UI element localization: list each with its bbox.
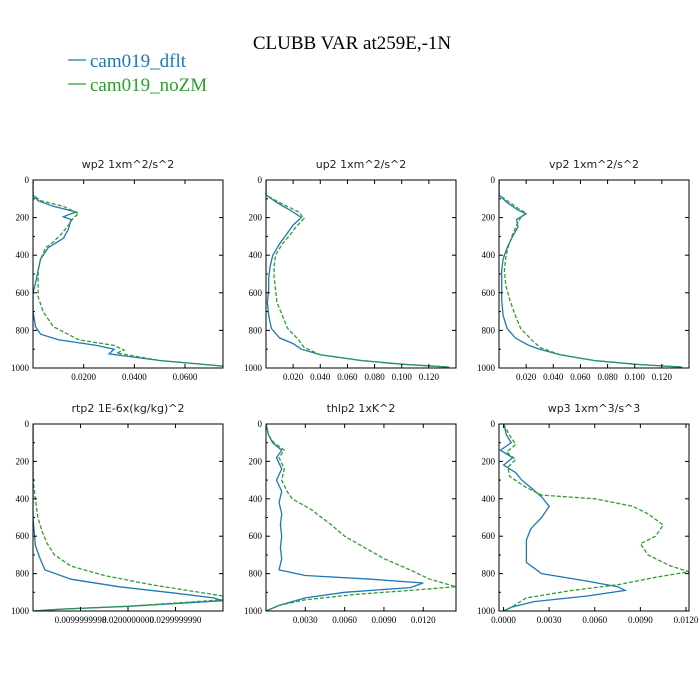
- y-tick-label: 800: [249, 569, 263, 579]
- x-tick-label: 0.0120: [674, 615, 699, 625]
- x-tick-label: 0.0060: [582, 615, 607, 625]
- y-tick-label: 0: [491, 175, 496, 185]
- y-tick-label: 600: [482, 531, 496, 541]
- x-tick-label: 0.020: [283, 372, 304, 382]
- x-tick-label: 0.100: [392, 372, 413, 382]
- panel-title: vp2 1xm^2/s^2: [549, 158, 639, 171]
- x-tick-label: 0.080: [597, 372, 618, 382]
- y-tick-label: 1000: [244, 606, 263, 616]
- y-tick-label: 800: [16, 325, 30, 335]
- legend: cam019_dflt cam019_noZM: [68, 51, 207, 96]
- y-tick-label: 400: [482, 494, 496, 504]
- plot-frame: [265, 423, 457, 612]
- y-tick-label: 800: [482, 569, 496, 579]
- panel-title: rtp2 1E-6x(kg/kg)^2: [72, 402, 185, 415]
- y-tick-label: 400: [249, 250, 263, 260]
- y-tick-label: 600: [16, 531, 30, 541]
- y-tick-label: 0: [25, 175, 30, 185]
- y-tick-label: 0: [258, 175, 263, 185]
- panel-2: up2 1xm^2/s^2 0 200 400 600 800 1000 0.020 0.040…: [244, 158, 457, 382]
- panel-5: thlp2 1xK^2 0 200 400 600 800 1000 0.0030 0.0060…: [244, 402, 457, 625]
- panel-title: wp3 1xm^3/s^3: [548, 402, 641, 415]
- series-line-dflt: [499, 424, 628, 611]
- plot-frame: [265, 179, 457, 369]
- x-tick-label: 0.0200: [71, 372, 96, 382]
- x-tick-label: 0.0030: [293, 615, 318, 625]
- series-line-nozm: [499, 180, 683, 368]
- legend-label-dflt: cam019_dflt: [90, 51, 187, 72]
- panel-3: vp2 1xm^2/s^2 0 200 400 600 800 1000 0.020 0.040…: [477, 158, 690, 382]
- x-tick-label: 0.0060: [332, 615, 357, 625]
- series-line-dflt: [266, 424, 424, 611]
- y-tick-label: 0: [25, 419, 30, 429]
- y-tick-label: 800: [482, 325, 496, 335]
- y-tick-label: 200: [16, 213, 30, 223]
- x-tick-label: 0.0030: [537, 615, 562, 625]
- x-tick-label: 0.040: [543, 372, 564, 382]
- y-tick-label: 200: [16, 456, 30, 466]
- figure-title: CLUBB VAR at259E,-1N: [253, 33, 452, 54]
- series-line-nozm: [266, 424, 456, 611]
- panel-title: wp2 1xm^2/s^2: [82, 158, 175, 171]
- series-line-nozm: [266, 180, 450, 368]
- series-line-dflt: [266, 180, 450, 368]
- y-tick-label: 1000: [11, 606, 30, 616]
- y-tick-label: 600: [249, 288, 263, 298]
- x-tick-label: 0.0299999990: [150, 615, 202, 625]
- y-tick-label: 600: [482, 288, 496, 298]
- x-tick-label: 0.0099999998: [55, 615, 107, 625]
- y-tick-label: 1000: [244, 363, 263, 373]
- y-tick-label: 400: [16, 250, 30, 260]
- x-tick-label: 0.0090: [628, 615, 653, 625]
- y-tick-label: 200: [249, 213, 263, 223]
- x-tick-label: 0.060: [570, 372, 591, 382]
- x-tick-label: 0.080: [364, 372, 385, 382]
- series-line-nozm: [33, 424, 223, 611]
- x-tick-label: 0.120: [419, 372, 440, 382]
- x-tick-label: 0.020: [516, 372, 537, 382]
- series-line-nozm: [33, 180, 223, 367]
- y-tick-label: 0: [258, 419, 263, 429]
- y-tick-label: 200: [249, 456, 263, 466]
- x-tick-label: 0.0200000000: [102, 615, 154, 625]
- y-tick-label: 1000: [11, 363, 30, 373]
- y-tick-label: 800: [249, 325, 263, 335]
- x-tick-label: 0.0000: [491, 615, 516, 625]
- legend-label-nozm: cam019_noZM: [90, 75, 207, 96]
- y-tick-label: 1000: [477, 606, 496, 616]
- panel-title: up2 1xm^2/s^2: [316, 158, 407, 171]
- panel-1: wp2 1xm^2/s^2 0 200 400 600 800 1000 0.0200 0.04…: [11, 158, 224, 382]
- series-line-nozm: [503, 424, 689, 611]
- series-line-dflt: [33, 180, 223, 367]
- x-tick-label: 0.060: [337, 372, 358, 382]
- y-tick-label: 0: [491, 419, 496, 429]
- y-tick-label: 400: [16, 494, 30, 504]
- y-tick-label: 400: [482, 250, 496, 260]
- panel-4: rtp2 1E-6x(kg/kg)^2 0 200 400 600 800 1000 0.00…: [11, 402, 224, 625]
- y-tick-label: 400: [249, 494, 263, 504]
- panel-title: thlp2 1xK^2: [327, 402, 396, 415]
- y-tick-label: 600: [249, 531, 263, 541]
- plot-frame: [32, 423, 224, 612]
- y-tick-label: 800: [16, 569, 30, 579]
- x-tick-label: 0.040: [310, 372, 331, 382]
- x-tick-label: 0.0400: [122, 372, 147, 382]
- series-line-dflt: [33, 424, 223, 611]
- plot-frame: [498, 179, 690, 369]
- x-tick-label: 0.0120: [411, 615, 436, 625]
- x-tick-label: 0.100: [625, 372, 646, 382]
- y-tick-label: 600: [16, 288, 30, 298]
- y-tick-label: 200: [482, 213, 496, 223]
- y-tick-label: 1000: [477, 363, 496, 373]
- y-tick-label: 200: [482, 456, 496, 466]
- x-tick-label: 0.0090: [372, 615, 397, 625]
- x-tick-label: 0.120: [652, 372, 673, 382]
- x-tick-label: 0.0600: [173, 372, 198, 382]
- series-line-dflt: [499, 180, 683, 368]
